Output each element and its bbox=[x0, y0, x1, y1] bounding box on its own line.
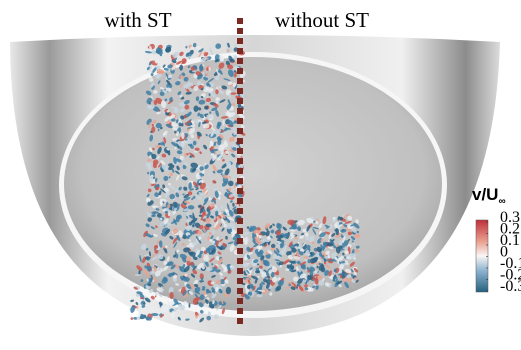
colorbar bbox=[476, 220, 488, 292]
colorbar-ticks: 0.30.20.10-0.1-0.2-0.3 bbox=[486, 209, 521, 295]
inner-surface bbox=[64, 57, 442, 311]
colorbar-title-main: v/U bbox=[472, 185, 498, 204]
vortex bbox=[147, 158, 151, 162]
vortex bbox=[293, 276, 299, 281]
label-left: with ST bbox=[104, 8, 171, 32]
figure: with ST without ST v/U∞ 0.30.20.10-0.1-0… bbox=[0, 0, 521, 350]
label-right: without ST bbox=[275, 8, 369, 32]
colorbar-title-sub: ∞ bbox=[498, 196, 505, 207]
colorbar-tick-label: -0.3 bbox=[500, 278, 521, 295]
vortex bbox=[130, 317, 133, 321]
colorbar-title: v/U∞ bbox=[472, 185, 506, 206]
